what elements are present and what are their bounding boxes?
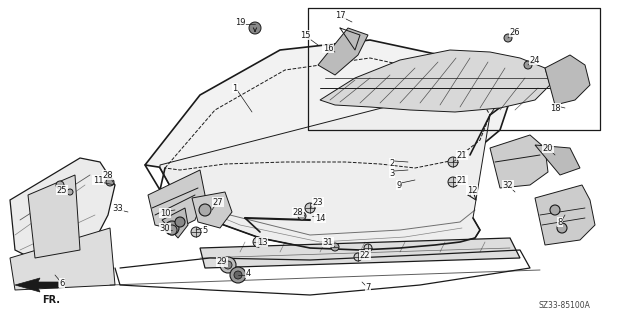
Circle shape [249,22,261,34]
Polygon shape [318,28,368,75]
Text: 26: 26 [509,28,521,36]
Circle shape [504,34,512,42]
Text: 23: 23 [313,197,323,206]
Text: 25: 25 [57,186,67,195]
Text: 13: 13 [257,237,267,246]
Circle shape [175,217,185,227]
Text: 21: 21 [457,150,467,159]
Polygon shape [145,40,510,168]
Text: 17: 17 [335,11,345,20]
Polygon shape [160,75,510,250]
Circle shape [448,157,458,167]
Polygon shape [535,145,580,175]
Polygon shape [10,228,115,290]
Text: 2: 2 [389,158,394,167]
Text: 28: 28 [103,171,113,180]
Polygon shape [28,175,80,258]
Polygon shape [162,208,188,238]
Text: 20: 20 [543,143,553,153]
Text: 15: 15 [300,30,310,39]
Circle shape [224,261,232,269]
Circle shape [199,204,211,216]
Circle shape [165,221,179,235]
Text: 29: 29 [216,258,227,267]
Circle shape [167,225,177,235]
Polygon shape [192,192,232,228]
Text: 24: 24 [530,55,541,65]
Polygon shape [15,278,58,292]
Text: FR.: FR. [42,295,60,305]
Text: 5: 5 [202,226,208,235]
Text: SZ33-85100A: SZ33-85100A [538,301,590,310]
Circle shape [253,237,263,247]
Text: 1: 1 [233,84,238,92]
Circle shape [298,212,306,220]
Polygon shape [490,135,548,188]
Polygon shape [320,50,550,112]
Circle shape [56,181,64,189]
Circle shape [448,177,458,187]
Circle shape [106,178,114,186]
Polygon shape [200,238,520,268]
Polygon shape [545,55,590,105]
Circle shape [331,243,339,251]
Text: 12: 12 [466,186,477,195]
Circle shape [550,205,560,215]
Circle shape [234,271,242,279]
Circle shape [191,227,201,237]
Text: 3: 3 [389,169,395,178]
Polygon shape [148,170,205,230]
Text: 22: 22 [360,251,370,260]
Text: 18: 18 [550,103,560,113]
Text: 19: 19 [234,18,245,27]
Text: 8: 8 [557,218,563,227]
Circle shape [364,244,372,252]
Circle shape [354,253,362,261]
Text: 11: 11 [93,175,103,185]
Circle shape [557,223,567,233]
Text: 30: 30 [160,223,170,233]
Polygon shape [10,158,115,265]
Text: 28: 28 [293,207,304,217]
Text: 27: 27 [213,197,223,206]
Text: 32: 32 [503,180,513,189]
Text: 4: 4 [245,268,251,277]
Circle shape [67,189,73,195]
Polygon shape [535,185,595,245]
Text: 9: 9 [396,180,402,189]
Circle shape [524,61,532,69]
Circle shape [230,267,246,283]
Text: 14: 14 [315,213,325,222]
Text: 7: 7 [365,284,371,292]
Circle shape [220,257,236,273]
Text: 33: 33 [113,204,123,212]
Text: 21: 21 [457,175,467,185]
Circle shape [305,203,315,213]
Text: 31: 31 [323,237,333,246]
Text: 16: 16 [323,44,333,52]
Text: 6: 6 [59,278,65,287]
Text: 10: 10 [160,209,170,218]
